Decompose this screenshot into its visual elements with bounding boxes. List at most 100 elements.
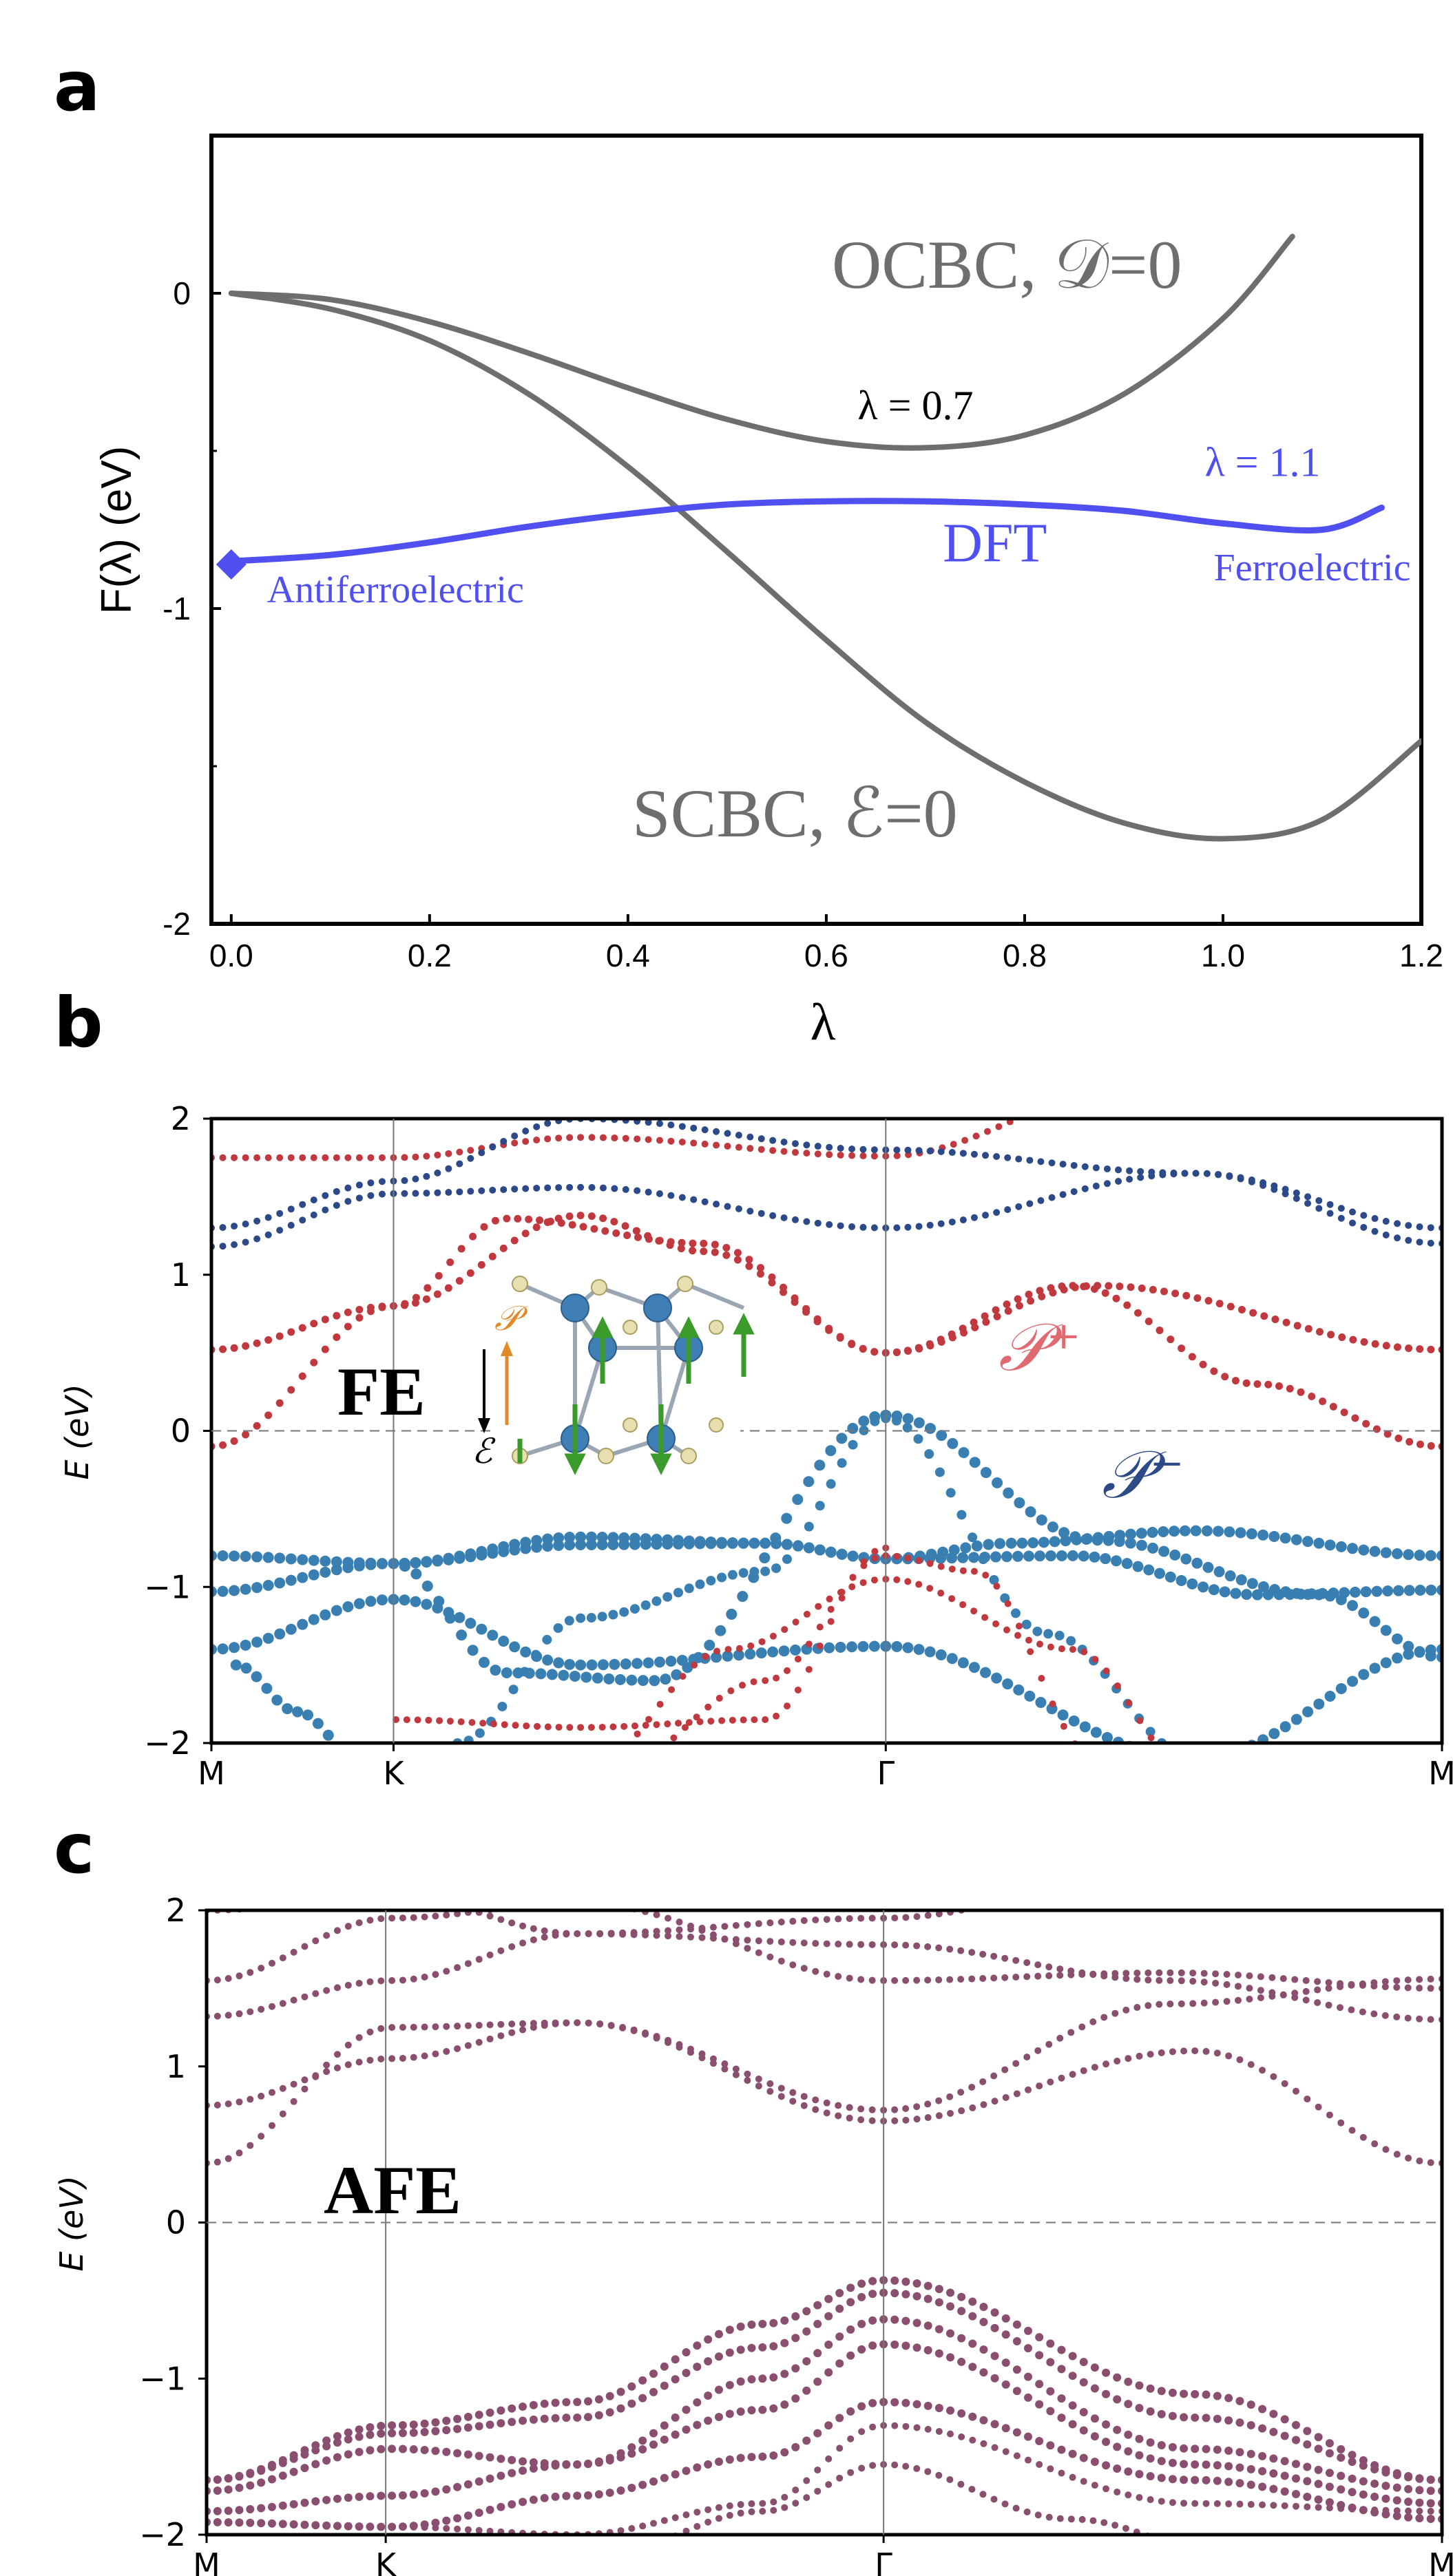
band-point bbox=[1091, 1534, 1103, 1546]
band-point bbox=[597, 1659, 609, 1671]
band-point bbox=[687, 2049, 694, 2056]
band-point bbox=[958, 2107, 965, 2115]
band-point bbox=[558, 1669, 569, 1681]
band-point bbox=[1001, 2314, 1010, 2323]
band-point bbox=[468, 1719, 476, 1727]
band-point bbox=[1026, 1157, 1034, 1164]
band-point bbox=[247, 2095, 254, 2103]
band-point bbox=[891, 2106, 899, 2113]
band-point bbox=[971, 1323, 979, 1331]
band-point bbox=[794, 1686, 802, 1693]
band-point bbox=[689, 1239, 697, 1247]
band-point bbox=[969, 2104, 976, 2111]
band-point bbox=[333, 1187, 340, 1195]
band-point bbox=[1001, 2358, 1010, 2367]
band-point bbox=[1024, 2432, 1033, 2441]
band-point bbox=[1036, 1287, 1044, 1295]
band-point bbox=[1059, 1161, 1067, 1168]
band-point bbox=[685, 1719, 693, 1727]
band-point bbox=[1358, 1544, 1370, 1556]
band-point bbox=[780, 2339, 789, 2347]
band-point bbox=[531, 1649, 541, 1660]
band-point bbox=[497, 2020, 505, 2028]
band-point bbox=[979, 1975, 987, 1983]
band-point bbox=[522, 1138, 530, 1146]
band-point bbox=[1191, 1753, 1202, 1764]
band-point bbox=[1025, 1506, 1036, 1518]
band-point bbox=[1280, 2431, 1289, 2440]
band-point bbox=[682, 2425, 691, 2434]
band-point bbox=[463, 2423, 472, 2432]
band-point bbox=[630, 2027, 638, 2035]
band-point bbox=[1405, 2154, 1412, 2162]
band-point bbox=[849, 1574, 857, 1581]
band-point bbox=[1303, 2440, 1312, 2449]
band-point bbox=[1358, 1669, 1370, 1680]
band-point bbox=[846, 1974, 853, 1982]
band-point bbox=[536, 1216, 544, 1225]
band-point bbox=[1001, 2500, 1009, 2508]
band-point bbox=[1291, 2474, 1300, 2483]
band-point bbox=[555, 1184, 563, 1192]
band-point bbox=[1122, 1975, 1130, 1983]
band-point bbox=[467, 1146, 474, 1154]
band-point bbox=[645, 1235, 653, 1243]
band-point bbox=[310, 1154, 317, 1161]
dft-label: DFT bbox=[943, 513, 1047, 573]
band-point bbox=[1113, 2373, 1122, 2382]
band-point bbox=[333, 2522, 342, 2531]
band-point bbox=[1414, 1647, 1425, 1658]
band-point bbox=[857, 2345, 866, 2354]
band-point bbox=[602, 1771, 609, 1777]
band-point bbox=[1045, 2513, 1053, 2521]
scbc-label: SCBC, ℰ=0 bbox=[632, 775, 958, 852]
band-point bbox=[512, 1722, 519, 1729]
band-point bbox=[1347, 1600, 1359, 1612]
band-point bbox=[240, 1662, 252, 1674]
band-point bbox=[599, 1184, 607, 1192]
band-point bbox=[1191, 2445, 1200, 2453]
band-point bbox=[344, 1184, 352, 1192]
band-point bbox=[542, 1654, 554, 1666]
band-point bbox=[656, 1137, 663, 1144]
band-point bbox=[1122, 2524, 1129, 2532]
band-point bbox=[544, 1184, 552, 1192]
band-point bbox=[421, 2524, 428, 2531]
band-point bbox=[634, 1730, 641, 1738]
band-point bbox=[540, 2493, 549, 2502]
band-point bbox=[1349, 1208, 1357, 1216]
band-point bbox=[290, 1948, 297, 1956]
band-point bbox=[726, 2511, 733, 2519]
band-point bbox=[1252, 1073, 1259, 1080]
band-point bbox=[1204, 1297, 1213, 1305]
band-point bbox=[1023, 2054, 1031, 2061]
band-point bbox=[485, 2505, 494, 2514]
band-point bbox=[1360, 1836, 1367, 1843]
band-point bbox=[992, 1620, 1000, 1627]
band-point bbox=[1246, 1578, 1258, 1590]
band-point bbox=[333, 1927, 341, 1934]
band-point bbox=[445, 1189, 452, 1196]
band-point bbox=[1114, 1682, 1121, 1689]
band-point bbox=[995, 1123, 1003, 1130]
band-point bbox=[991, 1672, 1003, 1684]
band-point bbox=[576, 1613, 586, 1623]
band-point bbox=[474, 2422, 483, 2431]
band-point bbox=[1212, 1970, 1220, 1978]
band-point bbox=[902, 1642, 914, 1654]
band-point bbox=[322, 1192, 329, 1199]
band-point bbox=[1281, 2080, 1288, 2087]
band-point bbox=[421, 1894, 428, 1901]
band-point bbox=[698, 1934, 706, 1941]
band-point bbox=[1070, 1187, 1078, 1195]
band-point bbox=[267, 2519, 276, 2528]
band-point bbox=[445, 1165, 452, 1172]
band-point bbox=[912, 2279, 921, 2288]
band-point bbox=[1241, 1589, 1253, 1601]
band-point bbox=[777, 1938, 785, 1945]
a-ytick-label: -2 bbox=[163, 906, 191, 942]
band-point bbox=[628, 2552, 635, 2559]
band-point bbox=[715, 1625, 726, 1636]
band-point bbox=[1223, 1981, 1231, 1988]
band-point bbox=[1170, 1170, 1178, 1178]
